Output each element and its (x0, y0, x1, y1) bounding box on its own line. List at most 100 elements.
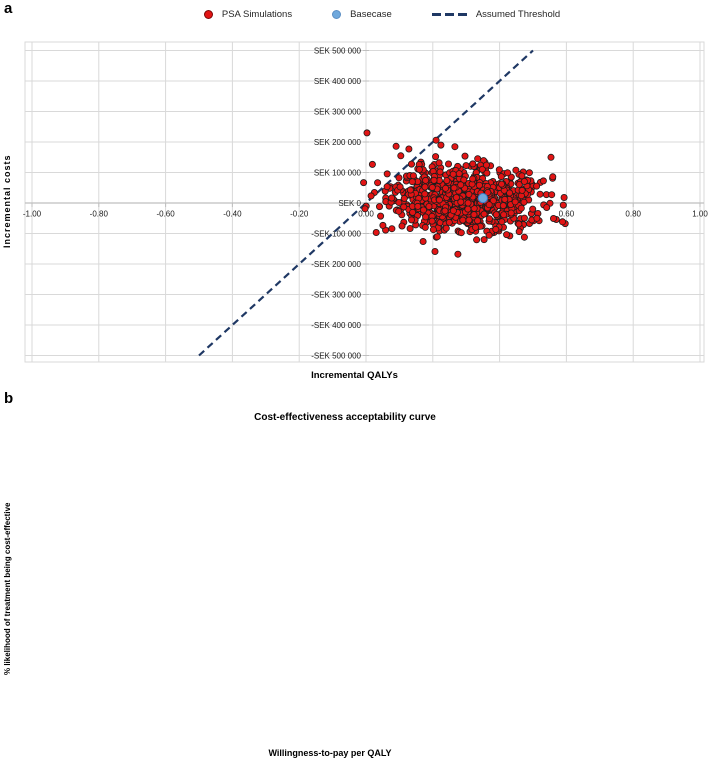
psa-point (470, 211, 478, 219)
psa-point (520, 198, 528, 206)
y-tick-label: SEK 100 000 (314, 168, 362, 177)
psa-point (452, 193, 460, 201)
psa-point (515, 228, 523, 236)
psa-point (465, 190, 473, 198)
psa-point (518, 172, 526, 180)
psa-point (414, 202, 422, 210)
psa-point (533, 182, 541, 190)
psa-point (451, 143, 459, 151)
psa-point (503, 231, 511, 239)
y-tick-label: SEK 400 000 (314, 77, 362, 86)
psa-point (539, 177, 547, 185)
psa-point (397, 152, 405, 160)
psa-point (368, 160, 376, 168)
x-axis-title: Incremental QALYs (311, 370, 398, 381)
psa-point (408, 178, 416, 186)
psa-point (465, 216, 473, 224)
psa-point (499, 202, 507, 210)
psa-point (549, 173, 557, 181)
psa-point (396, 183, 404, 191)
psa-point (459, 216, 467, 224)
y-tick-label: SEK 300 000 (314, 107, 362, 116)
psa-point (515, 220, 523, 228)
legend: PSA Simulations Basecase Assumed Thresho… (0, 9, 709, 20)
psa-point (547, 153, 555, 161)
psa-point (405, 145, 413, 153)
psa-point (383, 183, 391, 191)
psa-point (372, 228, 380, 236)
psa-point (485, 215, 493, 223)
legend-item-psa-simulations: PSA Simulations (203, 9, 293, 20)
dashed-line-icon (431, 13, 467, 16)
psa-point (367, 192, 375, 200)
x-tick-label: -1.00 (23, 210, 42, 219)
psa-point (421, 183, 429, 191)
assumed-threshold-line (198, 49, 534, 357)
psa-point (400, 203, 408, 211)
psa-point (533, 214, 541, 222)
psa-point (517, 204, 525, 212)
psa-point (395, 198, 403, 206)
red-dot-icon (203, 10, 213, 19)
psa-point (433, 233, 441, 241)
psa-point (360, 179, 368, 187)
psa-point (442, 184, 450, 192)
psa-point (379, 221, 387, 229)
psa-point (441, 207, 449, 215)
psa-point (422, 176, 430, 184)
psa-point (407, 216, 415, 224)
psa-point (428, 183, 436, 191)
psa-point (383, 170, 391, 178)
psa-point (435, 196, 443, 204)
y-tick-label: -SEK 400 000 (311, 321, 361, 330)
x-tick-label: 0.60 (559, 210, 575, 219)
psa-point (473, 236, 481, 244)
psa-point (474, 217, 482, 225)
legend-label: PSA Simulations (221, 9, 293, 20)
y-tick-label: -SEK 100 000 (311, 229, 361, 238)
psa-point (400, 194, 408, 202)
psa-point (518, 186, 526, 194)
psa-point (449, 207, 457, 215)
psa-outlier-point (363, 129, 371, 137)
psa-point (520, 233, 528, 241)
psa-point (501, 195, 509, 203)
panel-b-label: b (4, 390, 14, 407)
psa-point (431, 247, 439, 255)
psa-point (406, 186, 414, 194)
psa-point (425, 202, 433, 210)
psa-point (449, 170, 457, 178)
psa-point (388, 194, 396, 202)
psa-point (407, 160, 415, 168)
basecase-point (477, 193, 488, 204)
psa-point (507, 209, 515, 217)
psa-point (450, 184, 458, 192)
psa-point (419, 237, 427, 245)
panel-a-cost-effectiveness-plane: a PSA Simulations Basecase Assumed Thres… (0, 0, 709, 381)
psa-outlier-point (454, 250, 462, 258)
psa-point (492, 225, 500, 233)
psa-point (395, 207, 403, 215)
psa-point (421, 190, 429, 198)
psa-point (489, 197, 497, 205)
y-tick-label: -SEK 200 000 (311, 260, 361, 269)
psa-outlier-point (392, 142, 400, 150)
psa-point (462, 162, 470, 170)
psa-point (464, 199, 472, 207)
y-tick-label: -SEK 300 000 (311, 290, 361, 299)
legend-label: Basecase (350, 9, 392, 20)
psa-point (548, 191, 556, 199)
x-tick-label: -0.40 (223, 210, 242, 219)
psa-point (445, 218, 453, 226)
y-axis-title: Incremental costs (2, 154, 12, 248)
psa-simulations-points (360, 129, 569, 258)
y-axis-title: % likelihood of treatment being cost-eff… (3, 502, 12, 675)
psa-point (559, 201, 567, 209)
psa-point (469, 175, 477, 183)
psa-point (520, 214, 528, 222)
panel-b-acceptability-curve: b Cost-effectiveness acceptability curve… (0, 390, 709, 763)
psa-point (471, 223, 479, 231)
psa-point (437, 141, 445, 149)
psa-point (497, 173, 505, 181)
